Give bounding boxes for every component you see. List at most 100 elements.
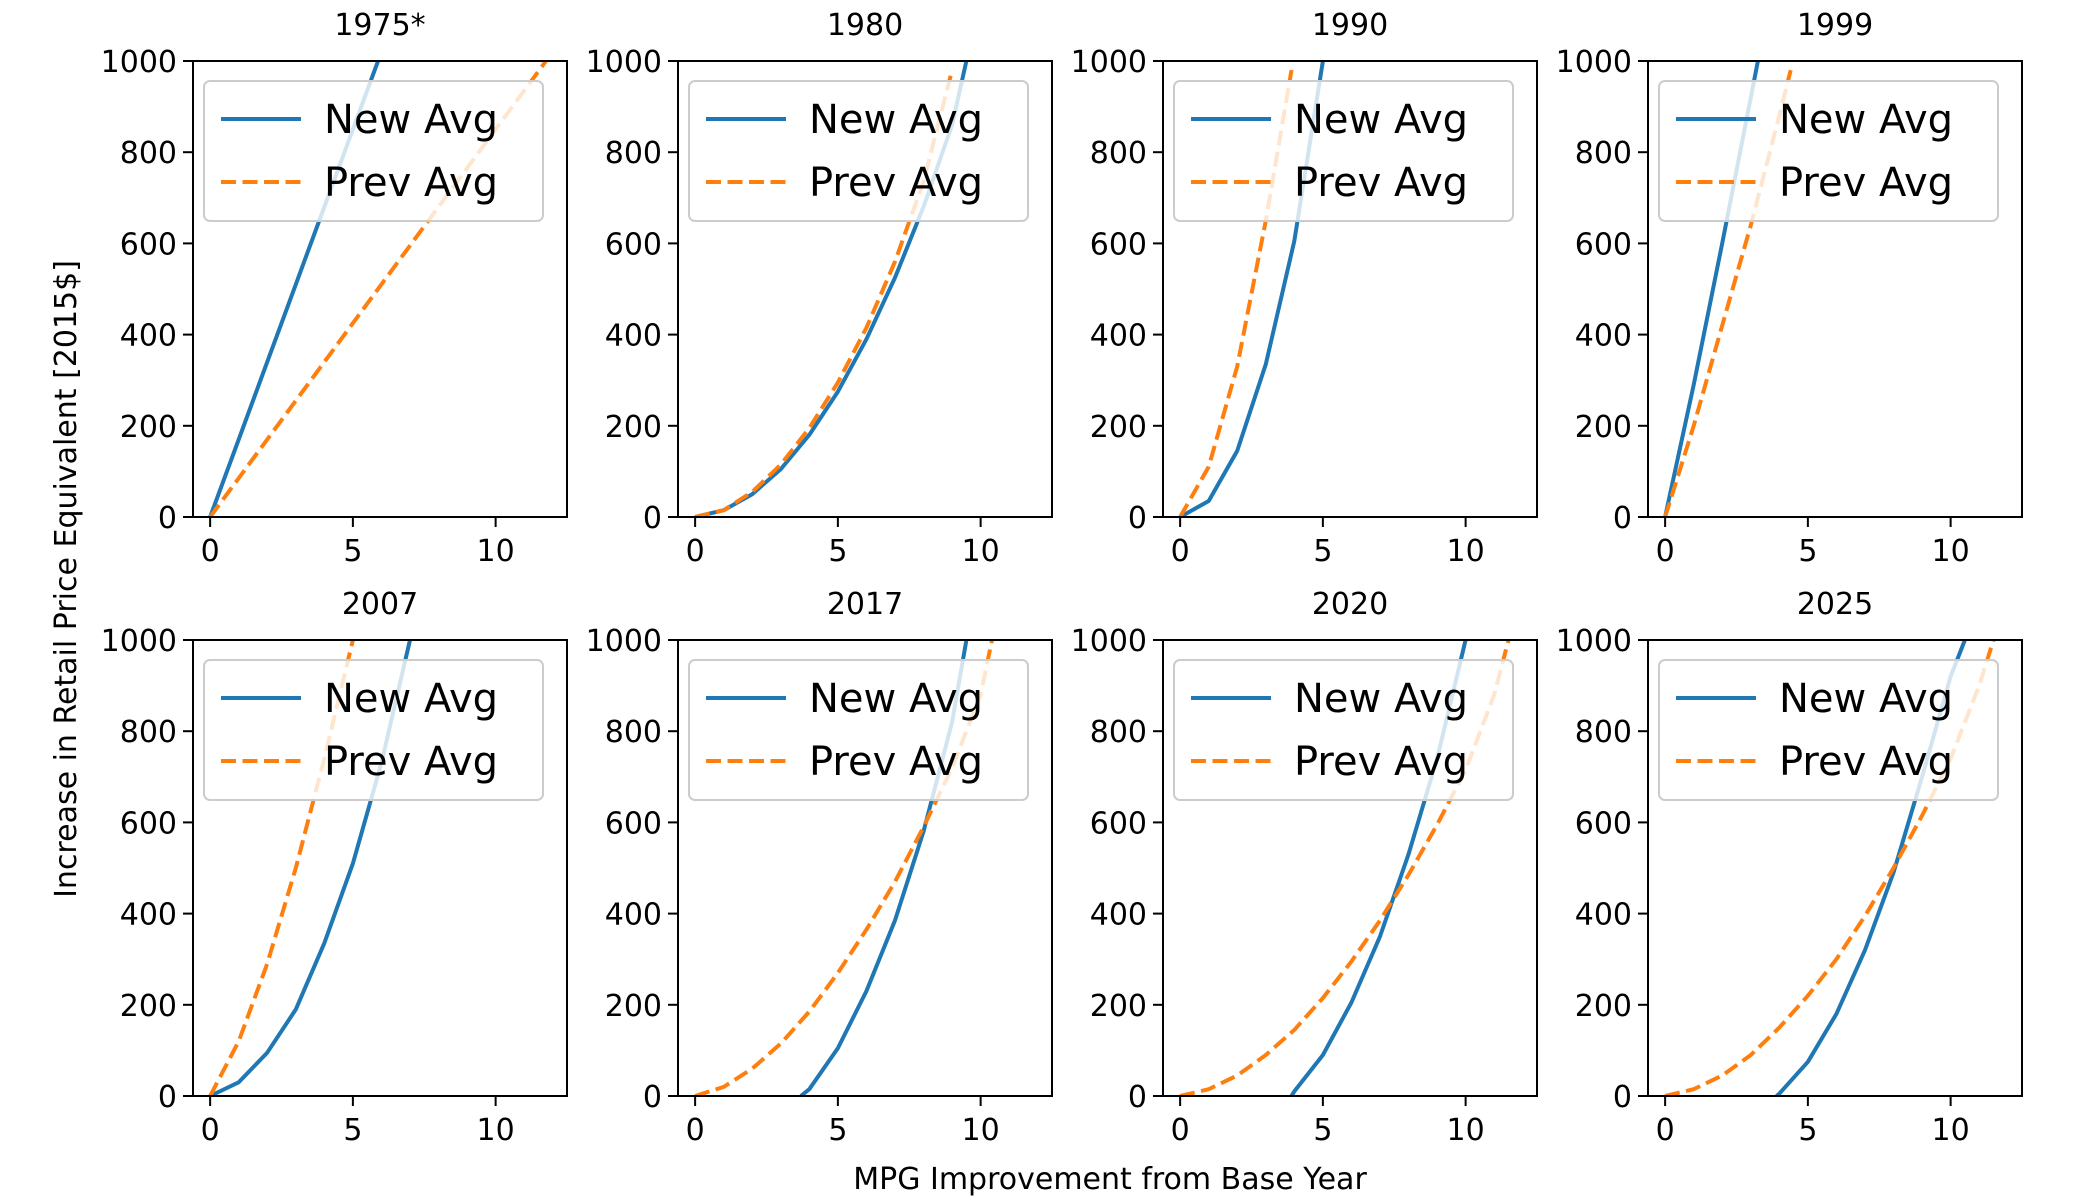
x-tick-label: 0 (686, 534, 705, 569)
y-tick-label: 1000 (1556, 624, 1632, 659)
y-tick-label: 800 (1575, 136, 1632, 171)
x-tick-label: 0 (201, 1113, 220, 1148)
legend: New Avg Prev Avg (1173, 659, 1514, 801)
y-tick-label: 400 (1090, 898, 1147, 933)
y-tick-label: 0 (643, 501, 662, 536)
legend-label-new-avg: New Avg (809, 676, 983, 722)
axes-frame (192, 60, 568, 518)
x-tick-label: 5 (343, 534, 362, 569)
y-tick-label: 0 (1613, 1080, 1632, 1115)
legend-label-prev-avg: Prev Avg (1294, 739, 1468, 785)
legend-box (688, 80, 1029, 222)
panel-title: 1975* (334, 8, 425, 43)
x-tick-label: 10 (1932, 1113, 1970, 1148)
y-tick-label: 800 (120, 715, 177, 750)
x-tick-label: 0 (1656, 1113, 1675, 1148)
y-tick-label: 800 (1090, 136, 1147, 171)
y-tick-label: 200 (120, 410, 177, 445)
y-tick-label: 600 (1090, 806, 1147, 841)
x-tick-label: 0 (201, 534, 220, 569)
y-tick-label: 1000 (586, 45, 662, 80)
panel-title: 1999 (1797, 8, 1873, 43)
y-tick-label: 800 (605, 136, 662, 171)
axes-frame (677, 639, 1053, 1097)
y-tick-label: 600 (120, 806, 177, 841)
x-axis-label: MPG Improvement from Base Year (853, 1162, 1367, 1197)
panel-7: 2020 0 5 10 0 200 400 600 800 1000 New Avg Prev Avg (1071, 587, 1538, 1148)
x-tick-label: 5 (343, 1113, 362, 1148)
legend-box (1658, 659, 1999, 801)
y-tick-label: 200 (120, 989, 177, 1024)
axes-frame (1162, 60, 1538, 518)
y-tick-label: 400 (1575, 898, 1632, 933)
x-tick-label: 10 (1932, 534, 1970, 569)
panel-title: 2025 (1797, 587, 1873, 622)
y-tick-label: 0 (1128, 1080, 1147, 1115)
panel-title: 2017 (827, 587, 903, 622)
legend-label-new-avg: New Avg (324, 97, 498, 143)
y-tick-label: 0 (643, 1080, 662, 1115)
y-tick-label: 200 (1575, 989, 1632, 1024)
legend-label-prev-avg: Prev Avg (809, 160, 983, 206)
axes-frame (1647, 60, 2023, 518)
y-tick-label: 400 (605, 898, 662, 933)
x-tick-label: 10 (477, 534, 515, 569)
legend-box (203, 659, 544, 801)
axes-frame (1162, 639, 1538, 1097)
y-tick-label: 1000 (101, 624, 177, 659)
x-tick-label: 10 (1447, 1113, 1485, 1148)
y-tick-label: 400 (1575, 319, 1632, 354)
y-tick-label: 1000 (1071, 624, 1147, 659)
y-tick-label: 600 (1575, 806, 1632, 841)
y-tick-label: 1000 (1556, 45, 1632, 80)
axes-frame (1647, 639, 2023, 1097)
legend-box (1173, 659, 1514, 801)
legend-box (1658, 80, 1999, 222)
legend: New Avg Prev Avg (1173, 80, 1514, 222)
legend-label-new-avg: New Avg (1294, 676, 1468, 722)
legend-label-prev-avg: Prev Avg (1294, 160, 1468, 206)
x-tick-label: 5 (1798, 534, 1817, 569)
x-tick-label: 5 (828, 534, 847, 569)
axes-frame (677, 60, 1053, 518)
x-tick-label: 0 (1171, 1113, 1190, 1148)
legend-label-new-avg: New Avg (1779, 97, 1953, 143)
legend: New Avg Prev Avg (1658, 659, 1999, 801)
x-tick-label: 10 (962, 534, 1000, 569)
legend-label-prev-avg: Prev Avg (809, 739, 983, 785)
legend: New Avg Prev Avg (203, 659, 544, 801)
y-tick-label: 200 (605, 410, 662, 445)
y-tick-label: 600 (605, 806, 662, 841)
axes-frame (192, 639, 568, 1097)
y-tick-label: 200 (1090, 410, 1147, 445)
y-tick-label: 200 (1575, 410, 1632, 445)
y-tick-label: 800 (1090, 715, 1147, 750)
legend-box (1173, 80, 1514, 222)
legend: New Avg Prev Avg (1658, 80, 1999, 222)
x-tick-label: 0 (686, 1113, 705, 1148)
x-tick-label: 5 (828, 1113, 847, 1148)
panel-title: 2020 (1312, 587, 1388, 622)
y-tick-label: 400 (120, 319, 177, 354)
legend: New Avg Prev Avg (203, 80, 544, 222)
x-tick-label: 0 (1171, 534, 1190, 569)
x-tick-label: 10 (1447, 534, 1485, 569)
panel-title: 1990 (1312, 8, 1388, 43)
y-tick-label: 600 (120, 227, 177, 262)
x-tick-label: 0 (1656, 534, 1675, 569)
legend-label-prev-avg: Prev Avg (1779, 160, 1953, 206)
y-tick-label: 1000 (1071, 45, 1147, 80)
series-line-prev-avg (1178, 69, 1294, 517)
y-tick-label: 800 (1575, 715, 1632, 750)
legend-label-prev-avg: Prev Avg (1779, 739, 1953, 785)
panel-5: 2007 0 5 10 0 200 400 600 800 1000 New Avg Prev Avg (101, 587, 568, 1148)
x-tick-label: 10 (962, 1113, 1000, 1148)
panel-title: 1980 (827, 8, 903, 43)
panel-title: 2007 (342, 587, 418, 622)
x-tick-label: 5 (1798, 1113, 1817, 1148)
series-line-prev-avg (1179, 640, 1511, 1096)
panel-8: 2025 0 5 10 0 200 400 600 800 1000 New Avg Prev Avg (1556, 587, 2023, 1148)
y-tick-label: 600 (1575, 227, 1632, 262)
x-tick-label: 5 (1313, 534, 1332, 569)
y-tick-label: 800 (120, 136, 177, 171)
